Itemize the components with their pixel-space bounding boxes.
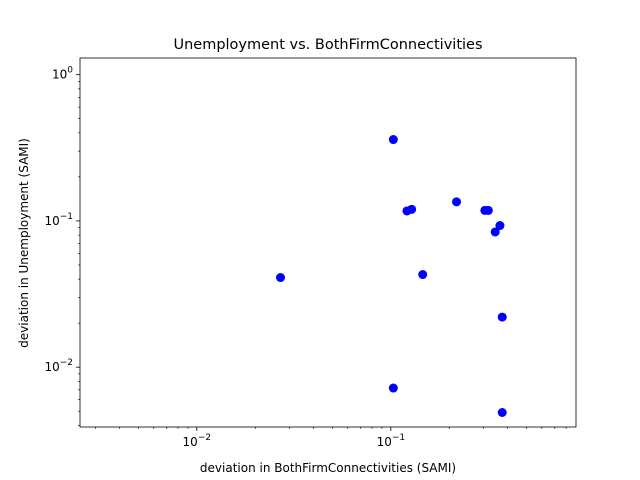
data-point: [418, 270, 428, 280]
data-point: [452, 197, 462, 207]
y-axis-label: deviation in Unemployment (SAMI): [17, 138, 31, 348]
data-point: [497, 312, 507, 322]
y-tick-exponent: −1: [60, 212, 73, 222]
y-tick-exponent: −2: [60, 358, 73, 368]
y-tick-base: 10: [44, 360, 59, 374]
y-tick-label: 10−2: [44, 358, 73, 374]
x-tick-exponent: −1: [392, 433, 405, 443]
data-point: [495, 221, 505, 231]
data-point: [490, 227, 500, 237]
y-tick-exponent: 0: [67, 66, 73, 76]
chart-title: Unemployment vs. BothFirmConnectivities: [173, 37, 482, 53]
y-tick-base: 10: [44, 214, 59, 228]
y-tick-label: 10−1: [44, 212, 73, 228]
x-axis-label: deviation in BothFirmConnectivities (SAM…: [200, 461, 456, 475]
data-point: [483, 205, 493, 215]
data-point: [407, 204, 417, 214]
axes-frame: [79, 57, 577, 428]
x-tick-exponent: −2: [198, 433, 211, 443]
y-tick-label: 100: [52, 66, 73, 82]
data-point: [497, 408, 507, 418]
data-point: [388, 135, 398, 145]
y-tick-base: 10: [52, 68, 67, 82]
data-point: [388, 383, 398, 393]
data-point: [276, 273, 286, 283]
